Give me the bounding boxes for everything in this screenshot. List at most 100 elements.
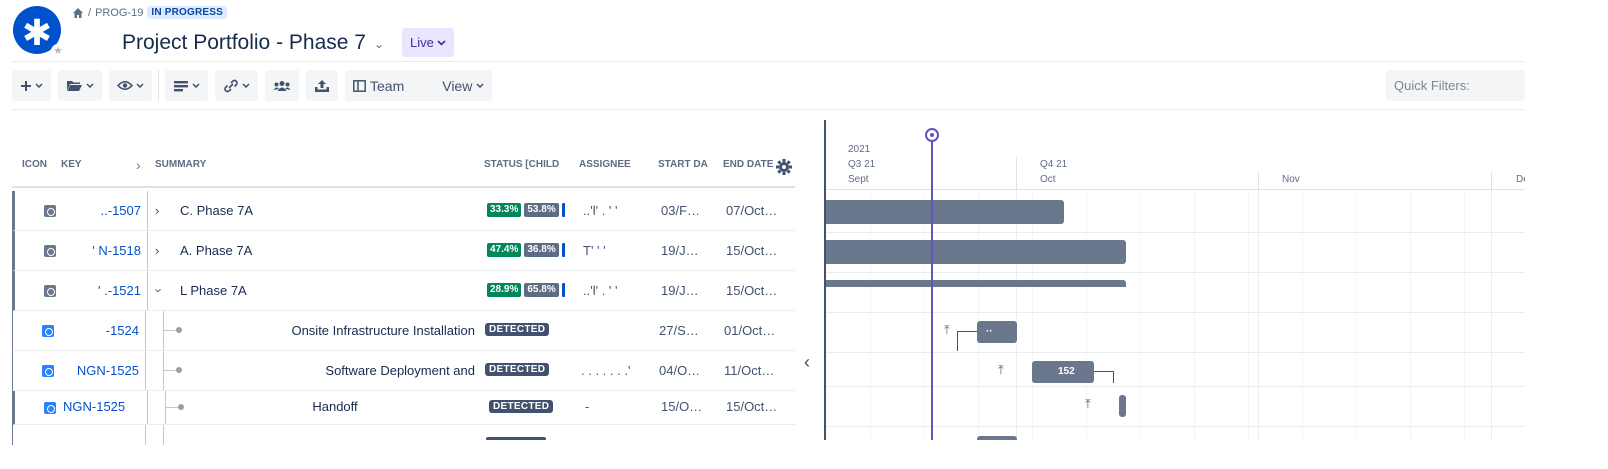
end-date[interactable]: 11/Oct… [724, 363, 775, 378]
assignee[interactable]: ..'l' . ' ' [583, 283, 618, 298]
star-icon[interactable]: ★ [51, 44, 65, 58]
timeline-bar[interactable] [826, 280, 1126, 287]
timeline-bar[interactable]: 152 [1032, 361, 1094, 383]
start-date[interactable]: 19/J… [661, 283, 699, 298]
end-date[interactable]: 15/Oct… [726, 399, 778, 414]
view-options-button[interactable] [109, 70, 152, 101]
start-date[interactable]: 03/F… [661, 203, 701, 218]
end-date[interactable]: 15/Oct… [726, 283, 778, 298]
grid-line [1410, 190, 1411, 440]
table-row[interactable]: NGN-1525 Handoff DETECTED - 15/O… 15/Oct… [12, 391, 795, 425]
end-date[interactable]: 01/Oct… [724, 323, 776, 338]
grid-line [1258, 190, 1259, 440]
grid-line [924, 190, 925, 440]
header-divider [12, 61, 1525, 62]
table-row[interactable]: ' N-1518 › A. Phase 7A 47.4% 36.8% T' ' … [12, 231, 795, 271]
link-button[interactable] [215, 70, 258, 101]
quick-filters-input[interactable]: Quick Filters: [1386, 70, 1525, 101]
start-date[interactable]: 04/O… [659, 363, 701, 378]
assignee[interactable]: ..'l' . ' ' [583, 203, 618, 218]
column-header-summary[interactable]: SUMMARY [155, 159, 207, 170]
tree-node [163, 367, 182, 373]
status-badge[interactable]: DETECTED [485, 363, 550, 376]
start-date[interactable]: 15/O… [661, 399, 703, 414]
issue-key-link[interactable]: ..-1507 [100, 203, 141, 218]
panel-splitter[interactable] [824, 120, 826, 440]
table-row[interactable] [12, 425, 795, 445]
issue-summary[interactable]: C. Phase 7A [180, 203, 253, 218]
page-title[interactable]: Project Portfolio - Phase 7 [122, 30, 366, 54]
issue-summary[interactable]: L Phase 7A [180, 283, 247, 298]
table-row[interactable]: -1524 Onsite Infrastructure Installation… [12, 311, 795, 351]
list-icon [174, 80, 188, 91]
team-button[interactable] [265, 70, 299, 101]
table-row[interactable]: NGN-1525 Software Deployment and DETECTE… [12, 351, 795, 391]
timeline-bar[interactable] [1119, 395, 1126, 417]
column-header-assignee[interactable]: ASSIGNEE [579, 159, 631, 170]
today-marker-icon[interactable] [925, 128, 939, 142]
timeline-month: Nov [1282, 174, 1300, 185]
collapse-panel-chevron-left-icon[interactable]: ‹ [804, 352, 810, 372]
project-avatar[interactable]: ✱ ★ [13, 6, 65, 58]
live-dropdown-button[interactable]: Live [402, 28, 454, 57]
issue-summary[interactable]: Software Deployment and [325, 363, 475, 378]
view-selector-button[interactable]: Team View [345, 70, 493, 101]
export-button[interactable] [306, 70, 338, 101]
assignee[interactable]: . . . . . . .' [581, 363, 631, 378]
issue-summary[interactable]: Handoff [312, 399, 358, 414]
issue-key-link[interactable]: ' .-1521 [98, 283, 141, 298]
issue-summary[interactable]: A. Phase 7A [180, 243, 253, 258]
tree-line [147, 271, 148, 310]
grid-line [978, 190, 979, 440]
assignee[interactable]: T' ' ' [583, 243, 606, 258]
column-header-start-date[interactable]: START DA [658, 159, 708, 170]
dependency-icon[interactable]: ⤒ [1085, 396, 1091, 411]
timeline-panel: 2021 Q3 21 Q4 21 Sept Oct Nov De ⤒ ·· ⤒ … [826, 120, 1525, 440]
dependency-icon[interactable]: ⤒ [944, 322, 950, 337]
expand-all-chevron-icon[interactable]: › [136, 157, 141, 173]
row-divider [826, 312, 1525, 313]
home-icon[interactable] [72, 7, 84, 19]
chevron-right-icon[interactable]: › [155, 203, 160, 218]
status-badge[interactable]: DETECTED [489, 400, 554, 413]
column-header-end-date[interactable]: END DATE [723, 159, 773, 170]
chevron-down-icon [192, 83, 200, 88]
start-date[interactable]: 19/J… [661, 243, 699, 258]
chevron-down-icon[interactable]: ⌄ [373, 37, 385, 51]
add-button[interactable] [12, 70, 51, 101]
column-header-status[interactable]: STATUS [CHILD [484, 159, 560, 170]
dependency-icon[interactable]: ⤒ [998, 362, 1004, 377]
end-date[interactable]: 07/Oct… [726, 203, 778, 218]
chevron-right-icon[interactable]: › [155, 243, 160, 258]
chevron-down-icon[interactable]: › [151, 288, 167, 293]
timeline-bar[interactable] [977, 436, 1017, 440]
fields-button[interactable] [165, 70, 208, 101]
breadcrumb: / PROG-19 IN PROGRESS [72, 6, 228, 19]
column-header-key[interactable]: KEY [61, 159, 82, 170]
issue-key-link[interactable]: -1524 [105, 323, 139, 338]
gear-icon[interactable] [775, 158, 793, 176]
issue-key-link[interactable]: NGN-1525 [63, 399, 126, 414]
table-row[interactable]: ' .-1521 › L Phase 7A 28.9% 65.8% ..'l' … [12, 271, 795, 311]
end-date[interactable]: 15/Oct… [726, 243, 778, 258]
today-line [931, 135, 933, 440]
status-badge[interactable]: DETECTED [485, 323, 550, 336]
table-row[interactable]: ..-1507 › C. Phase 7A 33.3% 53.8% ..'l' … [12, 191, 795, 231]
assignee[interactable]: - [585, 399, 590, 414]
timeline-bar[interactable] [826, 200, 1064, 224]
folder-button[interactable] [58, 70, 102, 101]
issue-key-link[interactable]: NGN-1525 [76, 363, 139, 378]
row-divider [826, 352, 1525, 353]
issue-summary[interactable]: Onsite Infrastructure Installation [291, 323, 475, 338]
timeline-month: Oct [1040, 174, 1056, 185]
start-date[interactable]: 27/S… [659, 323, 699, 338]
breadcrumb-issue-key[interactable]: PROG-19 [95, 6, 144, 19]
issue-key-link[interactable]: ' N-1518 [92, 243, 141, 258]
timeline-bar[interactable] [826, 240, 1126, 264]
grid-line [1140, 190, 1141, 440]
timeline-bar[interactable]: ·· [977, 321, 1017, 343]
column-header-icon[interactable]: ICON [22, 159, 47, 170]
timeline-header: 2021 Q3 21 Q4 21 Sept Oct Nov De [826, 120, 1525, 190]
status-badge: IN PROGRESS [147, 6, 228, 19]
epic-icon [44, 245, 56, 257]
